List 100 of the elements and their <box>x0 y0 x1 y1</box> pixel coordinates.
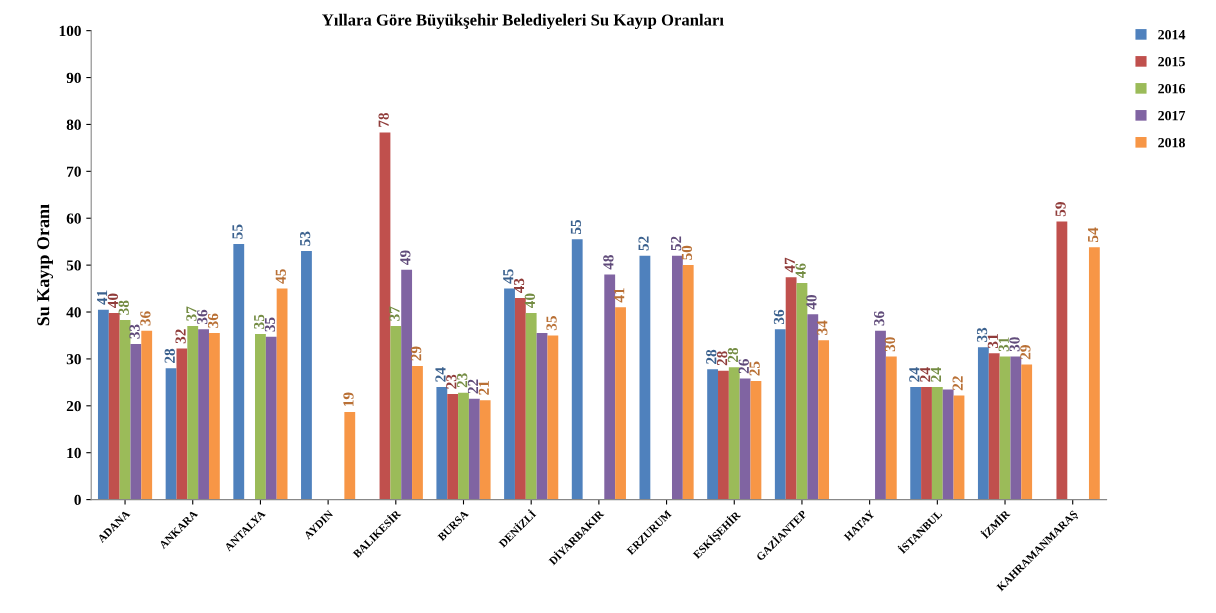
bar <box>988 353 1000 500</box>
data-label: 53 <box>300 231 311 246</box>
data-label: 59 <box>1055 202 1066 217</box>
y-tick-label: 20 <box>66 400 81 412</box>
data-label: 46 <box>795 263 806 279</box>
data-label: 37 <box>389 306 400 321</box>
data-label: 43 <box>513 278 525 294</box>
bar <box>198 329 209 500</box>
bar <box>176 348 188 500</box>
data-label: 45 <box>275 269 286 284</box>
bar <box>233 244 245 500</box>
data-label: 36 <box>207 313 219 328</box>
bar <box>208 333 220 500</box>
data-label: 23 <box>457 373 468 388</box>
bar <box>682 265 694 500</box>
bar <box>187 326 199 500</box>
bar <box>1088 247 1100 500</box>
data-label: 55 <box>570 219 582 235</box>
bar <box>141 330 153 500</box>
data-label: 28 <box>716 351 728 366</box>
data-label: 41 <box>614 288 625 303</box>
legend-label: 2018 <box>1158 137 1185 148</box>
data-label: 49 <box>400 250 411 265</box>
data-label: 37 <box>186 306 197 321</box>
bar <box>796 282 808 500</box>
data-label: 31 <box>998 337 1009 352</box>
y-tick-label: 10 <box>67 447 81 459</box>
bar <box>276 288 288 500</box>
data-label: 30 <box>1009 337 1020 352</box>
bar <box>615 307 626 500</box>
data-label: 31 <box>987 334 999 349</box>
data-label: 26 <box>738 359 749 374</box>
bar <box>999 356 1011 500</box>
bar <box>412 365 423 500</box>
bar <box>130 343 142 500</box>
bar <box>718 370 729 500</box>
y-tick-label: 0 <box>74 494 81 506</box>
data-label: 30 <box>884 337 896 352</box>
legend-label: 2015 <box>1158 56 1185 67</box>
data-label: 28 <box>164 348 175 363</box>
data-label: 35 <box>253 314 265 329</box>
data-label: 33 <box>976 327 988 342</box>
legend-label: 2014 <box>1158 29 1186 40</box>
bar <box>165 368 177 500</box>
bar <box>785 277 797 500</box>
legend-label: 2016 <box>1158 83 1186 94</box>
bar <box>750 380 762 500</box>
bar <box>536 333 548 500</box>
bar <box>921 387 932 500</box>
bar <box>401 269 413 500</box>
bar <box>604 274 616 500</box>
bar <box>953 395 965 500</box>
y-tick-label: 90 <box>66 72 81 83</box>
data-label: 36 <box>874 311 885 326</box>
bar <box>436 387 448 500</box>
y-tick-label: 60 <box>66 213 81 224</box>
y-tick-label: 30 <box>66 354 81 365</box>
data-label: 40 <box>806 294 817 310</box>
data-label: 35 <box>546 316 557 331</box>
data-label: 24 <box>920 367 931 382</box>
data-label: 47 <box>784 257 795 273</box>
bar <box>885 356 897 500</box>
data-label: 48 <box>603 255 614 270</box>
bar <box>807 314 819 500</box>
data-label: 32 <box>175 329 186 344</box>
bar <box>479 400 491 500</box>
data-label: 36 <box>773 309 785 325</box>
bar <box>301 251 312 500</box>
data-label: 25 <box>749 361 760 376</box>
bar <box>875 330 886 500</box>
data-label: 34 <box>817 320 828 335</box>
data-label: 28 <box>727 347 739 363</box>
y-tick-label: 80 <box>66 119 81 130</box>
bar <box>547 335 559 500</box>
bar <box>707 369 719 500</box>
data-label: 78 <box>378 112 389 127</box>
data-label: 22 <box>467 379 478 394</box>
data-label: 23 <box>446 374 457 389</box>
data-label: 22 <box>952 376 963 391</box>
data-label: 24 <box>930 367 942 382</box>
bar <box>818 340 830 500</box>
data-label: 24 <box>909 367 920 382</box>
chart-title: Yıllara Göre Büyükşehir Belediyeleri Su Kayıp Oranları <box>322 13 724 30</box>
bar <box>571 239 583 500</box>
bar <box>119 319 131 500</box>
data-label: 29 <box>411 346 422 361</box>
data-label: 35 <box>264 317 276 332</box>
bar <box>458 392 469 500</box>
data-label: 54 <box>1087 227 1099 242</box>
data-label: 52 <box>638 236 649 251</box>
y-axis-title: Su Kayıp Oranı <box>37 204 54 326</box>
data-label: 19 <box>343 392 354 406</box>
data-label: 24 <box>435 367 446 382</box>
bar <box>468 398 480 500</box>
data-label: 52 <box>670 236 682 251</box>
bar <box>910 387 922 500</box>
data-label: 38 <box>118 300 129 315</box>
data-label: 50 <box>681 245 693 260</box>
y-tick-label: 70 <box>67 166 81 177</box>
y-tick-label: 100 <box>59 25 81 37</box>
